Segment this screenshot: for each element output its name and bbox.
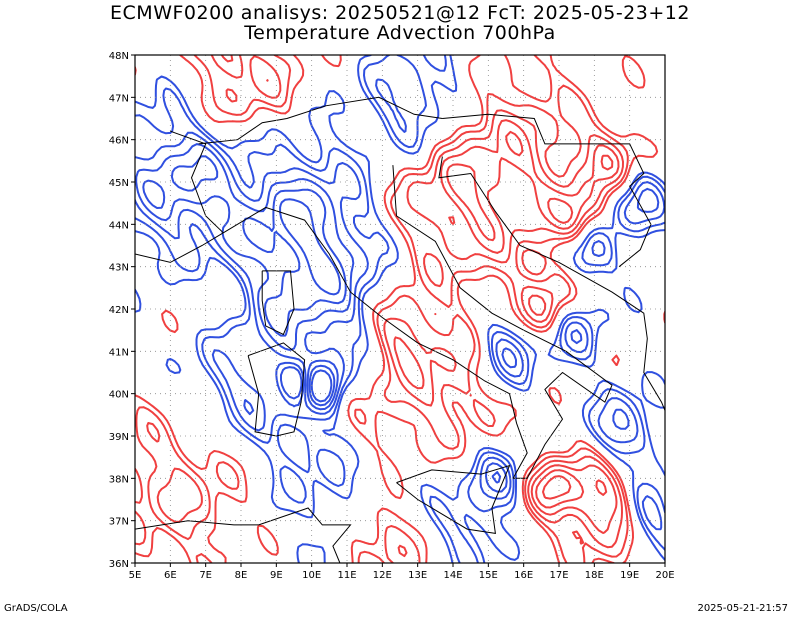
contour-layer	[135, 55, 665, 563]
coastline	[198, 96, 443, 145]
cold-advection-contour	[135, 143, 660, 493]
lon-tick-label: 19E	[620, 570, 639, 581]
lat-tick-label: 37N	[109, 517, 129, 528]
coastline	[438, 156, 665, 411]
grid-layer	[135, 55, 665, 563]
lon-tick-label: 14E	[443, 570, 462, 581]
lon-tick-label: 17E	[549, 570, 568, 581]
cold-advection-contour	[142, 155, 502, 484]
lat-tick-label: 39N	[109, 432, 129, 443]
lat-tick-label: 38N	[109, 474, 129, 485]
footer-credit: GrADS/COLA	[4, 603, 68, 614]
cold-advection-contour	[135, 78, 665, 531]
chart-title: ECMWF0200 analisys: 20250521@12 FcT: 202…	[110, 2, 690, 24]
lon-tick-label: 12E	[373, 570, 392, 581]
lat-tick-label: 47N	[109, 93, 129, 104]
warm-advection-contour	[135, 55, 629, 563]
lon-tick-label: 9E	[270, 570, 283, 581]
warm-advection-contour	[146, 55, 624, 558]
lon-tick-label: 11E	[337, 570, 356, 581]
lat-tick-label: 43N	[109, 263, 129, 274]
lat-tick-label: 36N	[109, 559, 129, 570]
coastline	[258, 507, 352, 563]
lon-tick-label: 10E	[302, 570, 321, 581]
lat-tick-label: 45N	[109, 178, 129, 189]
lon-tick-label: 20E	[655, 570, 674, 581]
lat-tick-label: 48N	[109, 51, 129, 62]
lon-tick-label: 8E	[235, 570, 248, 581]
lon-tick-label: 16E	[514, 570, 533, 581]
lat-tick-label: 44N	[109, 220, 129, 231]
lon-tick-label: 5E	[129, 570, 142, 581]
lat-tick-label: 46N	[109, 136, 129, 147]
axis-ticks: 5E 6E 7E 8E 9E 10E 11E 12E 13E 14E 15E 16E 17E 18E 19E…	[109, 51, 675, 581]
lat-tick-label: 40N	[109, 390, 129, 401]
lon-tick-label: 15E	[479, 570, 498, 581]
coastline	[170, 130, 224, 234]
warm-advection-contour	[266, 79, 620, 534]
coastline	[135, 232, 224, 263]
warm-advection-contour	[542, 475, 572, 500]
lon-tick-label: 13E	[408, 570, 427, 581]
warm-advection-contour	[135, 55, 665, 563]
warm-advection-contour	[446, 130, 614, 509]
lon-tick-label: 6E	[164, 570, 177, 581]
footer-timestamp: 2025-05-21-21:57	[697, 603, 788, 614]
chart-subtitle: Temperature Advection 700hPa	[244, 22, 556, 44]
coastline	[135, 520, 259, 530]
coastline	[223, 206, 528, 479]
lon-tick-label: 18E	[585, 570, 604, 581]
cold-advection-contour	[135, 55, 665, 563]
coastline	[261, 270, 295, 336]
cold-advection-contour	[279, 198, 341, 403]
lat-tick-label: 41N	[109, 347, 129, 358]
coastline	[396, 464, 511, 534]
coastline	[247, 342, 306, 437]
coastline	[442, 113, 652, 268]
lon-tick-label: 7E	[199, 570, 212, 581]
lat-tick-label: 42N	[109, 305, 129, 316]
